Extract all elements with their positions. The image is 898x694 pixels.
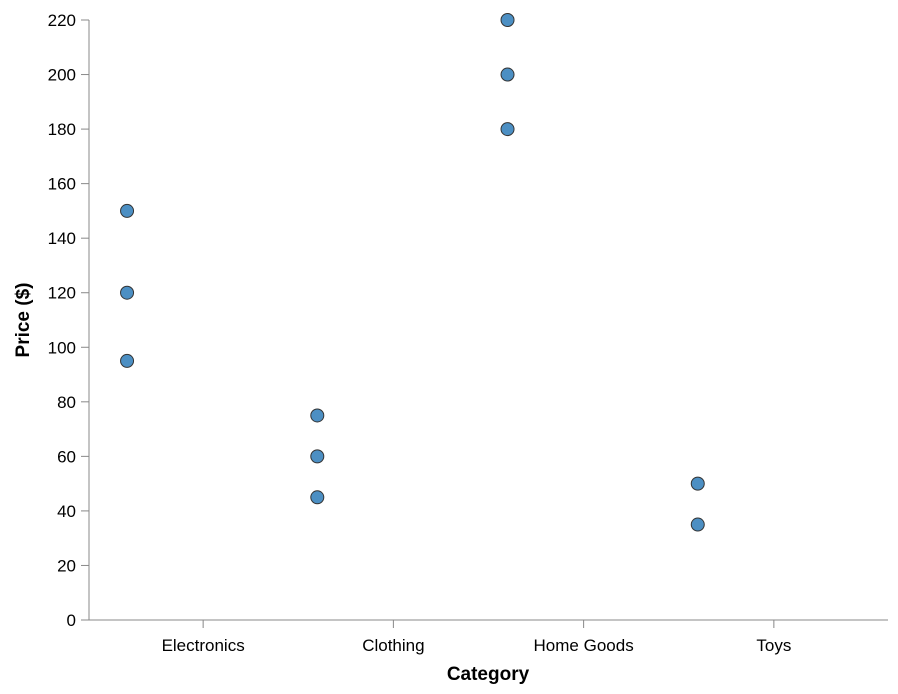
data-point	[120, 203, 135, 218]
y-tick-label: 200	[48, 66, 76, 85]
data-point	[310, 490, 325, 505]
y-tick-label: 180	[48, 120, 76, 139]
x-tick-label: Electronics	[162, 636, 245, 655]
x-tick-label: Toys	[756, 636, 791, 655]
data-point	[310, 408, 325, 423]
y-tick-label: 100	[48, 338, 76, 357]
x-axis-title: Category	[447, 664, 530, 685]
x-tick-label: Home Goods	[534, 636, 634, 655]
data-point	[310, 449, 325, 464]
data-point	[690, 476, 705, 491]
y-tick-label: 60	[57, 447, 76, 466]
data-point	[120, 353, 135, 368]
y-axis-title: Price ($)	[13, 283, 34, 358]
x-tick-label: Clothing	[362, 636, 424, 655]
y-tick-label: 40	[57, 502, 76, 521]
data-points	[120, 13, 705, 532]
y-tick-label: 220	[48, 11, 76, 30]
data-point	[500, 13, 515, 27]
x-axis: Electronics Clothing Home Goods Toys	[89, 619, 888, 655]
y-tick-label: 0	[67, 611, 76, 630]
data-point	[500, 67, 515, 82]
y-tick-label: 160	[48, 175, 76, 194]
data-point	[500, 122, 515, 137]
y-tick-label: 140	[48, 229, 76, 248]
y-axis: 0 20 40 60 80 100 120 140 160 180 200 220	[48, 11, 90, 630]
y-tick-label: 120	[48, 284, 76, 303]
data-point	[690, 517, 705, 532]
y-tick-label: 80	[57, 393, 76, 412]
data-point	[120, 285, 135, 300]
y-tick-label: 20	[57, 556, 76, 575]
